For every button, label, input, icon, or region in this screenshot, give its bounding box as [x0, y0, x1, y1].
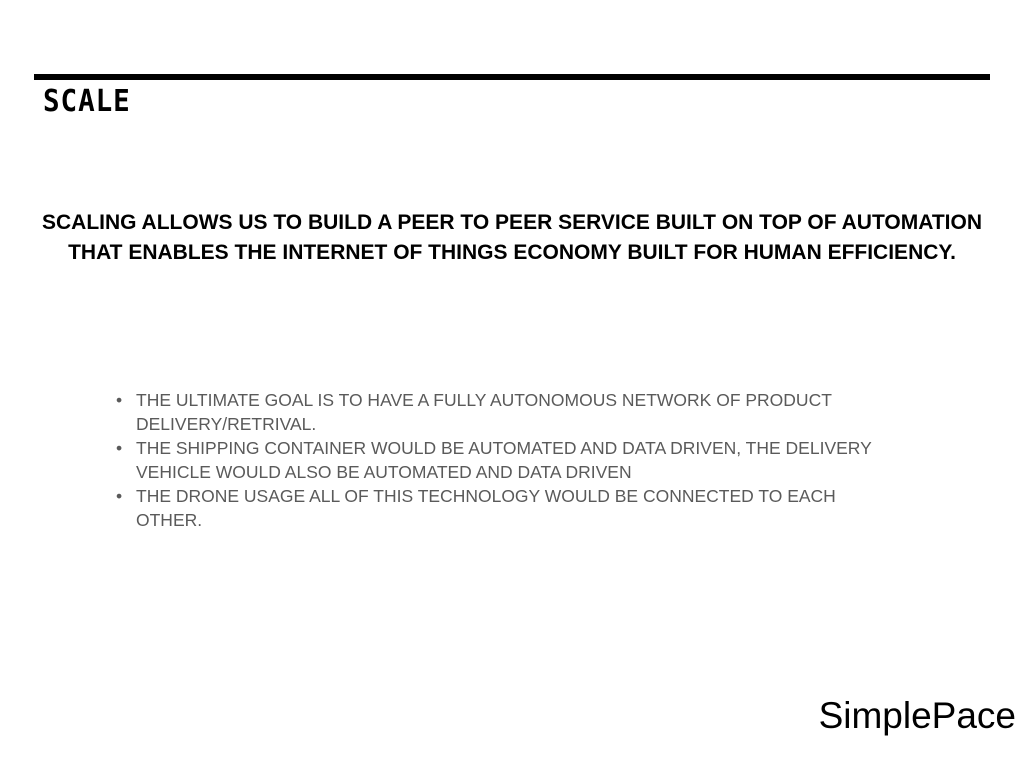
bullet-item: • THE ULTIMATE GOAL IS TO HAVE A FULLY A… [114, 388, 874, 436]
slide-title: SCALE [43, 84, 131, 119]
title-divider-rule [34, 74, 990, 80]
bullet-item: • THE DRONE USAGE ALL OF THIS TECHNOLOGY… [114, 484, 874, 532]
slide-statement: SCALING ALLOWS US TO BUILD A PEER TO PEE… [41, 211, 982, 264]
bullet-dot-icon: • [116, 486, 123, 506]
bullet-list: • THE ULTIMATE GOAL IS TO HAVE A FULLY A… [114, 388, 874, 532]
bullet-dot-icon: • [116, 438, 123, 458]
bullet-text: THE ULTIMATE GOAL IS TO HAVE A FULLY AUT… [136, 390, 832, 434]
bullet-item: • THE SHIPPING CONTAINER WOULD BE AUTOMA… [114, 436, 874, 484]
bullet-text: THE SHIPPING CONTAINER WOULD BE AUTOMATE… [136, 438, 872, 482]
bullet-text: THE DRONE USAGE ALL OF THIS TECHNOLOGY W… [136, 486, 836, 530]
bullet-dot-icon: • [116, 390, 123, 410]
brand-wordmark: SimplePace [818, 695, 1016, 736]
